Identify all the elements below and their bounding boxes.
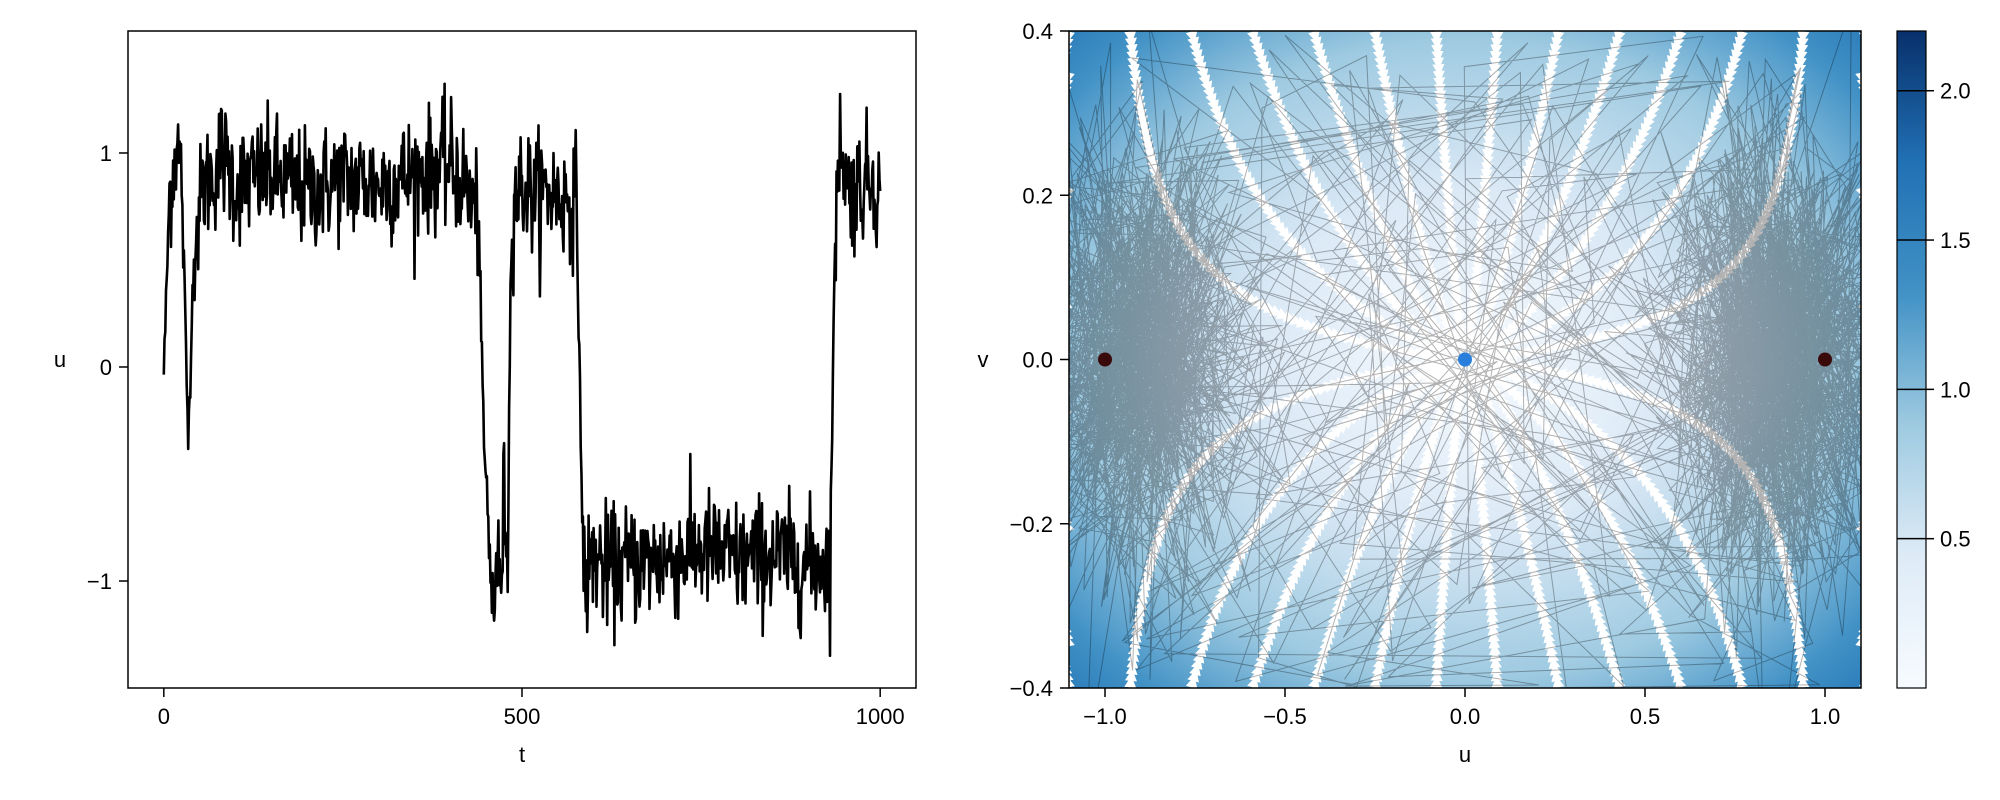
streamline [1855, 555, 1861, 648]
streamline [1069, 398, 1073, 421]
left-x-tick-label: 500 [504, 704, 541, 729]
streamline [1855, 476, 1861, 534]
left-x-ticks: 0 500 1000 [158, 688, 905, 729]
right-x-tick-label: 1.0 [1810, 704, 1841, 729]
streamline [1069, 555, 1075, 648]
time-series-line-group [162, 82, 882, 658]
streamline [1069, 31, 1075, 137]
left-x-tick-label: 1000 [856, 704, 905, 729]
streamline [1069, 298, 1073, 321]
colorbar: 0.5 1.0 1.5 2.0 [1896, 30, 1971, 689]
right-y-tick-label: 0.4 [1022, 19, 1053, 44]
right-y-ticks: −0.4 −0.2 0.0 0.2 0.4 [1010, 19, 1069, 701]
left-x-axis-label: t [519, 742, 525, 767]
right-x-tick-label: 0.0 [1450, 704, 1481, 729]
right-x-tick-label: −1.0 [1083, 704, 1126, 729]
right-x-tick-label: −0.5 [1263, 704, 1306, 729]
right-y-tick-label: 0.2 [1022, 183, 1053, 208]
colorbar-tick-label: 0.5 [1940, 527, 1971, 552]
colorbar-ticks: 0.5 1.0 1.5 2.0 [1897, 79, 1971, 552]
right-y-tick-label: −0.2 [1010, 512, 1053, 537]
streamline [1857, 298, 1861, 321]
left-x-tick-label: 0 [158, 704, 170, 729]
trajectory-path [1069, 31, 1861, 688]
colorbar-tick-label: 2.0 [1940, 79, 1971, 104]
left-y-tick-label: −1 [87, 569, 112, 594]
streamline [1430, 31, 1468, 353]
streamline [1430, 366, 1468, 688]
right-y-tick-label: 0.0 [1022, 348, 1053, 373]
streamline [1855, 71, 1861, 164]
colorbar-gradient [1896, 30, 1927, 689]
trajectory-group [1069, 31, 1861, 688]
streamline [1069, 71, 1075, 164]
fixed-point-marker [1818, 352, 1832, 367]
right-y-axis-label: v [978, 347, 989, 372]
streamline-group [1069, 31, 1861, 688]
streamline [1474, 31, 1810, 364]
right-x-tick-label: 0.5 [1630, 704, 1661, 729]
left-y-ticks: −1 0 1 [87, 141, 128, 594]
streamline [1855, 185, 1861, 243]
fixed-point-group [1098, 352, 1832, 367]
streamline [1858, 600, 1861, 688]
right-x-ticks: −1.0 −0.5 0.0 0.5 1.0 [1083, 688, 1840, 729]
colorbar-tick-label: 1.0 [1940, 377, 1971, 402]
right-y-tick-label: −0.4 [1010, 676, 1053, 701]
streamline [1474, 355, 1810, 688]
left-y-axis-label: u [54, 347, 66, 372]
phase-portrait-panel: −1.0 −0.5 0.0 0.5 1.0 −0.4 −0.2 0.0 0.2 0.4 u v [978, 19, 1862, 767]
streamline [1857, 398, 1861, 421]
fixed-point-marker [1458, 352, 1472, 367]
streamline [1858, 31, 1861, 119]
streamline [1069, 582, 1075, 688]
right-x-axis-label: u [1459, 742, 1471, 767]
time-series-line [162, 82, 882, 658]
colorbar-tick-label: 1.5 [1940, 228, 1971, 253]
fixed-point-marker [1098, 352, 1112, 367]
left-y-tick-label: 1 [100, 141, 112, 166]
left-y-tick-label: 0 [100, 355, 112, 380]
time-series-panel: 0 500 1000 −1 0 1 t u [54, 30, 917, 767]
